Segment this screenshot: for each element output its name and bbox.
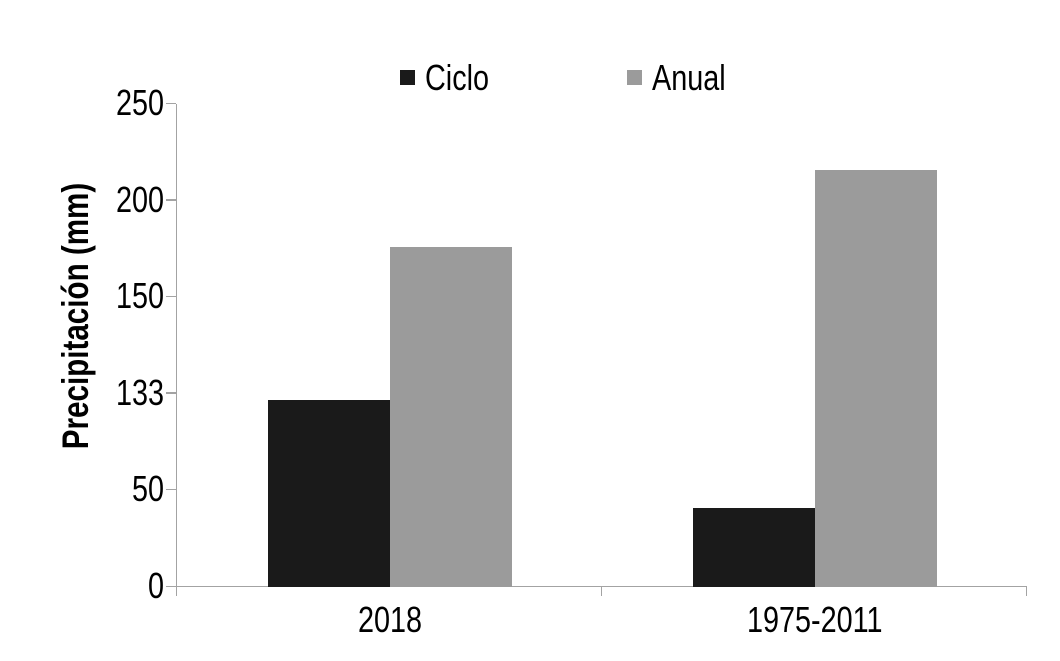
- y-tick-label-text: 250: [115, 82, 164, 123]
- y-tick-label-text: 200: [115, 178, 164, 220]
- x-category-label-text: 2018: [357, 599, 423, 640]
- bar-anual-2018: [390, 247, 512, 587]
- y-tick-label-text: 150: [115, 275, 164, 317]
- y-tick: [165, 585, 176, 587]
- y-tick: [165, 199, 176, 201]
- y-tick-label: 200: [0, 178, 164, 220]
- y-tick-label-text: 0: [147, 565, 164, 606]
- x-category-label: 1975-2011: [675, 601, 955, 639]
- y-tick-label: 0: [0, 567, 164, 605]
- y-tick-label-text: 133: [115, 371, 164, 413]
- legend-item-ciclo: Ciclo: [400, 57, 505, 98]
- x-tick: [1025, 587, 1027, 596]
- x-tick: [600, 587, 602, 596]
- legend-label-anual: Anual: [652, 57, 726, 98]
- legend-swatch-anual: [627, 70, 642, 85]
- y-tick: [165, 488, 176, 491]
- y-tick-label: 50: [0, 470, 164, 508]
- y-tick-label: 250: [0, 84, 164, 122]
- legend-item-anual: Anual: [627, 57, 744, 98]
- y-tick-label: 150: [0, 277, 164, 315]
- bar-ciclo-1975-2011: [693, 508, 815, 587]
- y-tick-label: 133: [0, 371, 164, 413]
- bar-ciclo-2018: [268, 400, 390, 587]
- x-category-label: 2018: [250, 601, 530, 639]
- bar-anual-1975-2011: [815, 170, 937, 587]
- x-category-label-text: 1975-2011: [747, 599, 883, 640]
- x-axis-line: [175, 585, 1027, 587]
- y-tick: [165, 392, 176, 394]
- y-tick: [165, 102, 176, 104]
- y-tick-label-text: 50: [131, 468, 164, 510]
- y-tick: [165, 295, 176, 298]
- y-axis-line: [175, 104, 177, 596]
- legend-swatch-ciclo: [400, 70, 415, 85]
- legend-label-ciclo: Ciclo: [425, 57, 490, 98]
